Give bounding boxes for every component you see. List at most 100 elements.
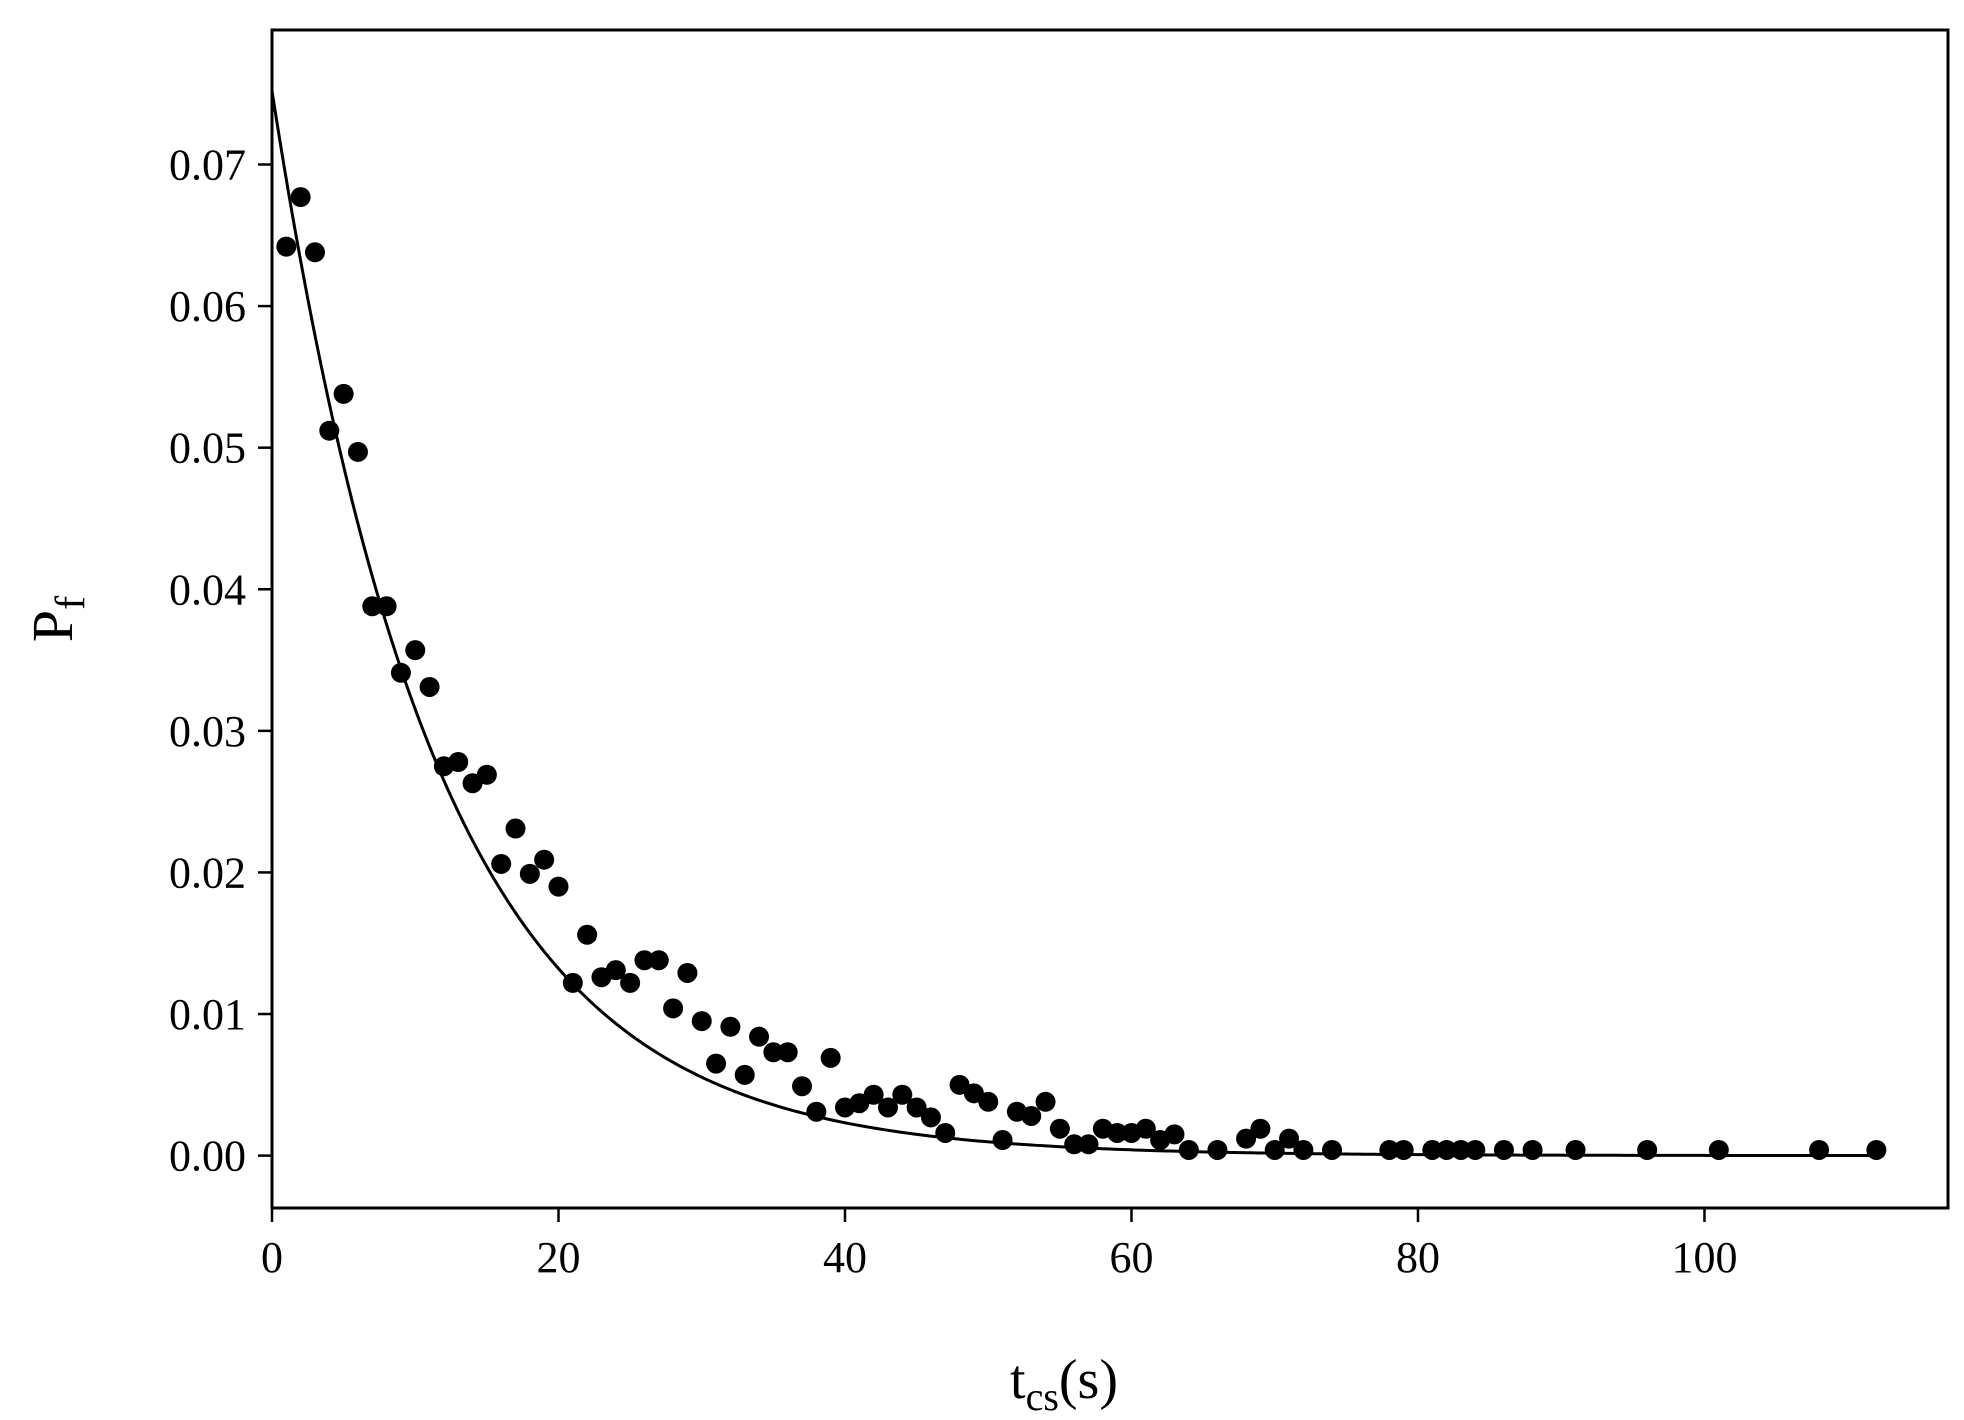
data-point <box>1565 1139 1586 1160</box>
data-point <box>405 640 426 661</box>
data-point <box>906 1097 927 1118</box>
data-point <box>319 420 340 441</box>
data-point <box>1078 1134 1099 1155</box>
data-point <box>1436 1139 1457 1160</box>
data-point <box>1293 1139 1314 1160</box>
y-axis-label: Pf <box>20 596 94 642</box>
data-point <box>648 950 669 971</box>
x-axis-ticks: 0 20 40 60 80 100 <box>261 1208 1737 1282</box>
data-point <box>1393 1139 1414 1160</box>
y-tick-label: 0.05 <box>169 424 246 473</box>
x-tick-label: 60 <box>1109 1233 1153 1282</box>
data-point <box>1207 1139 1228 1160</box>
data-point <box>1379 1139 1400 1160</box>
data-point <box>290 187 311 208</box>
data-point <box>491 853 512 874</box>
data-point <box>1250 1118 1271 1139</box>
data-point <box>333 383 354 404</box>
x-axis-label-sub: cs <box>1026 1374 1059 1419</box>
data-point <box>1522 1139 1543 1160</box>
data-point <box>734 1064 755 1085</box>
data-point <box>1708 1139 1729 1160</box>
data-point <box>362 596 383 617</box>
data-point <box>1279 1128 1300 1149</box>
x-axis-label-suffix: (s) <box>1059 1349 1118 1411</box>
data-point <box>691 1011 712 1032</box>
data-point <box>1164 1124 1185 1145</box>
x-tick-label: 20 <box>536 1233 580 1282</box>
data-point <box>548 876 569 897</box>
data-point <box>448 752 469 773</box>
y-tick-label: 0.03 <box>169 707 246 756</box>
x-tick-label: 0 <box>261 1233 283 1282</box>
y-tick-label: 0.01 <box>169 990 246 1039</box>
data-point <box>663 998 684 1019</box>
data-point <box>1465 1139 1486 1160</box>
data-point <box>877 1097 898 1118</box>
data-point <box>605 960 626 981</box>
data-point <box>1322 1139 1343 1160</box>
data-point <box>749 1026 770 1047</box>
data-point <box>1866 1139 1887 1160</box>
data-point <box>1135 1118 1156 1139</box>
data-point <box>820 1047 841 1068</box>
data-point <box>892 1084 913 1105</box>
data-point <box>706 1053 727 1074</box>
data-point <box>634 950 655 971</box>
data-point <box>620 972 641 993</box>
data-point <box>992 1130 1013 1151</box>
data-point <box>1637 1139 1658 1160</box>
x-tick-label: 40 <box>823 1233 867 1282</box>
data-point <box>376 596 397 617</box>
y-axis-label-sub: f <box>48 596 94 610</box>
data-point <box>863 1084 884 1105</box>
y-tick-label: 0.07 <box>169 141 246 190</box>
data-point <box>806 1101 827 1122</box>
y-axis-label-main: P <box>20 610 85 642</box>
y-tick-label: 0.06 <box>169 282 246 331</box>
data-point <box>1264 1139 1285 1160</box>
data-point <box>304 242 325 263</box>
data-point <box>677 962 698 983</box>
x-tick-label: 100 <box>1671 1233 1737 1282</box>
data-point <box>978 1091 999 1112</box>
data-point <box>1049 1118 1070 1139</box>
data-point <box>519 863 540 884</box>
x-axis-label-main: t <box>1010 1349 1026 1411</box>
data-point <box>1021 1105 1042 1126</box>
data-point <box>1450 1139 1471 1160</box>
data-point <box>935 1122 956 1143</box>
data-point <box>1422 1139 1443 1160</box>
data-point <box>276 236 297 257</box>
data-points <box>276 187 1887 1160</box>
data-point <box>1809 1139 1830 1160</box>
data-point <box>1493 1139 1514 1160</box>
x-axis-label: tcs(s) <box>1010 1349 1118 1419</box>
data-point <box>763 1042 784 1063</box>
data-point <box>476 764 497 785</box>
y-tick-label: 0.04 <box>169 565 246 614</box>
data-point <box>390 662 411 683</box>
data-point <box>1064 1134 1085 1155</box>
data-point <box>1236 1128 1257 1149</box>
data-point <box>777 1042 798 1063</box>
data-point <box>920 1107 941 1128</box>
fit-curve <box>270 90 1877 1158</box>
y-tick-label: 0.02 <box>169 848 246 897</box>
data-point <box>1035 1091 1056 1112</box>
data-point <box>419 676 440 697</box>
plot-frame <box>270 28 1950 1210</box>
data-point <box>562 972 583 993</box>
y-tick-label: 0.00 <box>169 1132 246 1181</box>
data-point <box>505 818 526 839</box>
data-point <box>577 924 598 945</box>
x-tick-label: 80 <box>1396 1233 1440 1282</box>
data-point <box>1178 1139 1199 1160</box>
data-point <box>1107 1122 1128 1143</box>
data-point <box>720 1016 741 1037</box>
data-point <box>347 441 368 462</box>
data-point <box>534 849 555 870</box>
data-point <box>792 1076 813 1097</box>
y-axis-ticks: 0.00 0.01 0.02 0.03 0.04 0.05 0.06 0.07 <box>169 141 272 1181</box>
